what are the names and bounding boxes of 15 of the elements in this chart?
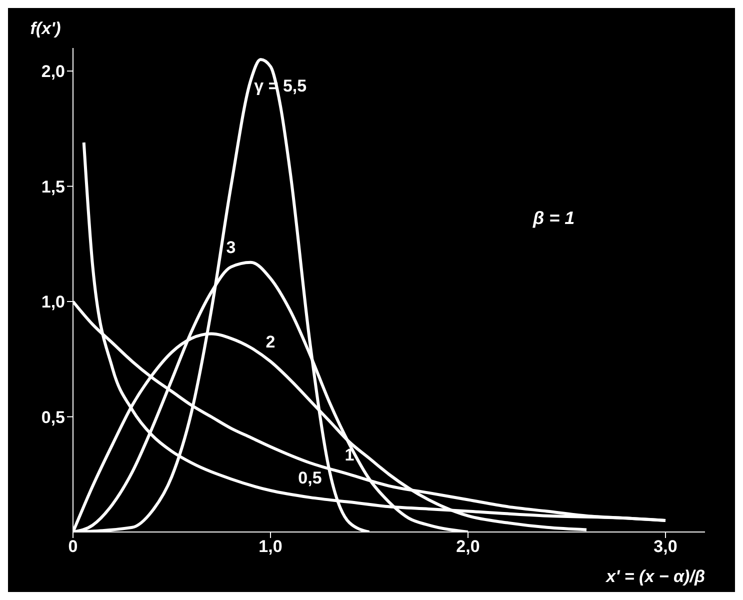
y-tick-label: 0,5: [41, 408, 65, 427]
y-tick-label: 1,0: [41, 292, 65, 312]
x-tick-label: 3,0: [654, 537, 678, 556]
x-tick-label: 2,0: [456, 537, 480, 556]
annotation: 3: [226, 238, 236, 257]
annotation: 2: [266, 332, 276, 352]
y-tick-label: 2,0: [41, 62, 65, 82]
y-axis-title: f(x'): [30, 19, 62, 38]
x-tick-label: 1,0: [258, 537, 282, 556]
annotation: 1: [344, 445, 354, 464]
x-axis-title: x' = (x − α)/β: [605, 567, 705, 586]
annotation: 0,5: [298, 468, 322, 488]
x-tick-label: 0: [68, 537, 78, 556]
y-tick-label: 1,5: [41, 177, 65, 196]
annotation: β = 1: [533, 208, 575, 229]
